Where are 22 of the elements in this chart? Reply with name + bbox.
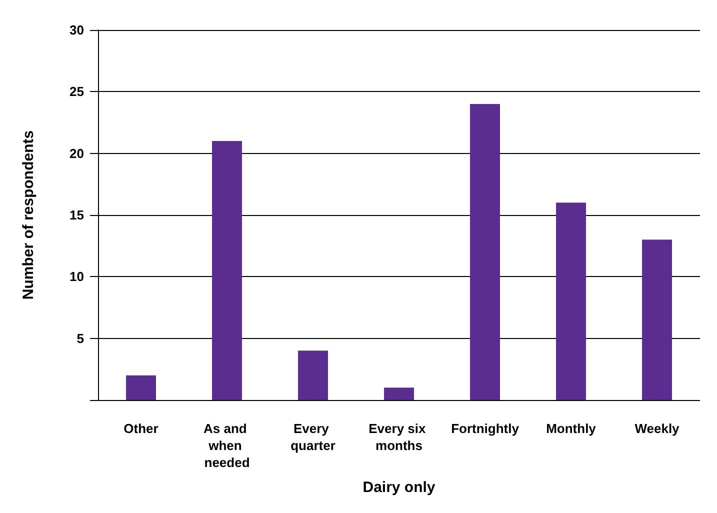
x-tick-label: As and when needed: [204, 421, 250, 470]
bar: [212, 141, 242, 400]
y-tick-label: 20: [70, 146, 84, 161]
y-axis-title: Number of respondents: [20, 130, 37, 300]
bar: [470, 104, 500, 400]
y-tick-label: 25: [70, 84, 84, 100]
y-tick-label: 10: [70, 269, 84, 284]
bar: [384, 388, 414, 400]
x-tick-label: Other: [124, 421, 158, 436]
x-tick-label: Weekly: [634, 421, 680, 436]
x-tick-label: Every quarter: [290, 421, 336, 453]
x-tick-label: Fortnightly: [451, 421, 520, 436]
x-tick-label: Monthly: [546, 421, 597, 436]
x-tick-label: Every six months: [368, 421, 430, 453]
bar: [126, 375, 156, 400]
bar: [642, 240, 672, 400]
y-tick-label: 30: [70, 22, 84, 38]
y-tick-label: 15: [70, 208, 84, 222]
bar: [298, 350, 328, 400]
y-tick-label: 5: [76, 330, 84, 346]
bar: [556, 202, 586, 400]
x-axis-title: Dairy only: [362, 479, 436, 496]
